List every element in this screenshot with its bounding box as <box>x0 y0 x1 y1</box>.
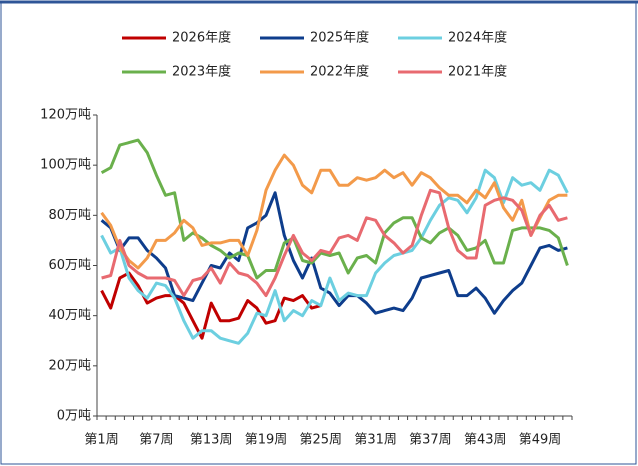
series-line <box>101 188 568 298</box>
legend-label: 2022年度 <box>310 64 369 80</box>
x-tick-label: 第49周 <box>519 433 562 448</box>
y-tick-label: 20万吨 <box>48 358 91 373</box>
x-tick-label: 第1周 <box>84 433 118 448</box>
series-line <box>100 153 568 270</box>
series-line <box>100 191 568 315</box>
y-tick-label: 100万吨 <box>40 158 91 173</box>
x-tick-label: 第25周 <box>300 433 343 448</box>
x-tick-label: 第7周 <box>139 433 173 448</box>
legend-label: 2024年度 <box>448 30 507 46</box>
y-tick-label: 40万吨 <box>48 308 91 323</box>
legend-label: 2023年度 <box>172 64 231 80</box>
series-line <box>100 271 322 340</box>
legend-label: 2025年度 <box>310 30 369 46</box>
x-tick-label: 第13周 <box>190 433 233 448</box>
x-tick-label: 第37周 <box>409 433 452 448</box>
y-tick-label: 80万吨 <box>48 208 91 223</box>
series-line <box>100 168 569 345</box>
x-tick-label: 第19周 <box>245 433 288 448</box>
y-tick-label: 120万吨 <box>40 108 91 123</box>
y-tick-label: 0万吨 <box>57 409 91 424</box>
legend-label: 2021年度 <box>448 64 507 80</box>
legend-label: 2026年度 <box>172 30 231 46</box>
y-tick-label: 60万吨 <box>48 258 91 273</box>
x-tick-label: 第43周 <box>464 433 507 448</box>
x-tick-label: 第31周 <box>354 433 397 448</box>
series-line <box>100 138 569 280</box>
